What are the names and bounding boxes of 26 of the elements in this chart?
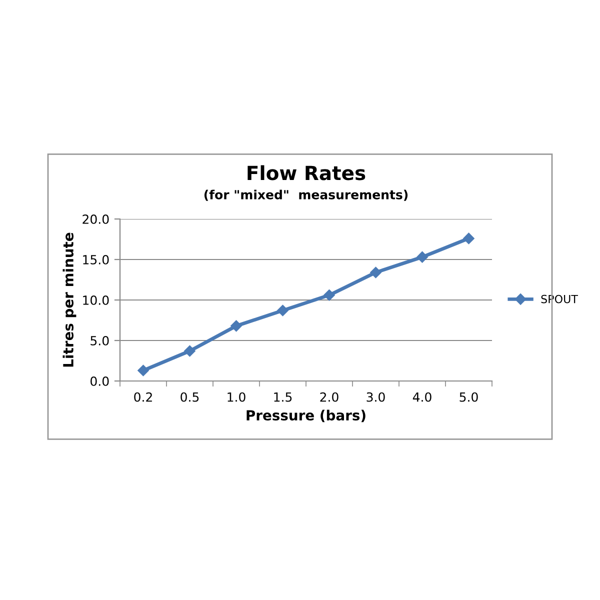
point <box>416 251 428 263</box>
chart-subtitle: (for "mixed" measurements) <box>204 190 408 201</box>
y-tick-label: 0.0 <box>90 376 109 386</box>
legend-label: SPOUT <box>541 294 578 304</box>
y-axis-title: Litres per minute <box>62 232 76 367</box>
point <box>463 232 474 244</box>
point <box>230 320 242 332</box>
point <box>324 290 335 301</box>
chart-title: Flow Rates <box>248 165 366 180</box>
x-tick-label: 3.0 <box>366 392 385 402</box>
y-tick-label: 5.0 <box>90 336 109 346</box>
x-tick-label: 1.5 <box>274 392 292 402</box>
x-tick-label: 2.0 <box>320 392 338 402</box>
x-tick-label: 5.0 <box>460 392 478 402</box>
x-tick-label: 1.0 <box>228 392 246 402</box>
point <box>370 266 382 278</box>
x-tick-label: 0.2 <box>134 392 152 402</box>
x-axis-title: Pressure (bars) <box>246 410 366 422</box>
y-tick-label: 15.0 <box>83 254 109 264</box>
y-tick-label: 20.0 <box>82 214 109 224</box>
x-tick-label: 0.5 <box>180 392 199 402</box>
point <box>184 345 196 357</box>
y-tick-label: 10.0 <box>83 295 109 305</box>
point <box>277 304 288 316</box>
x-tick-label: 4.0 <box>412 392 432 402</box>
point <box>138 364 149 376</box>
